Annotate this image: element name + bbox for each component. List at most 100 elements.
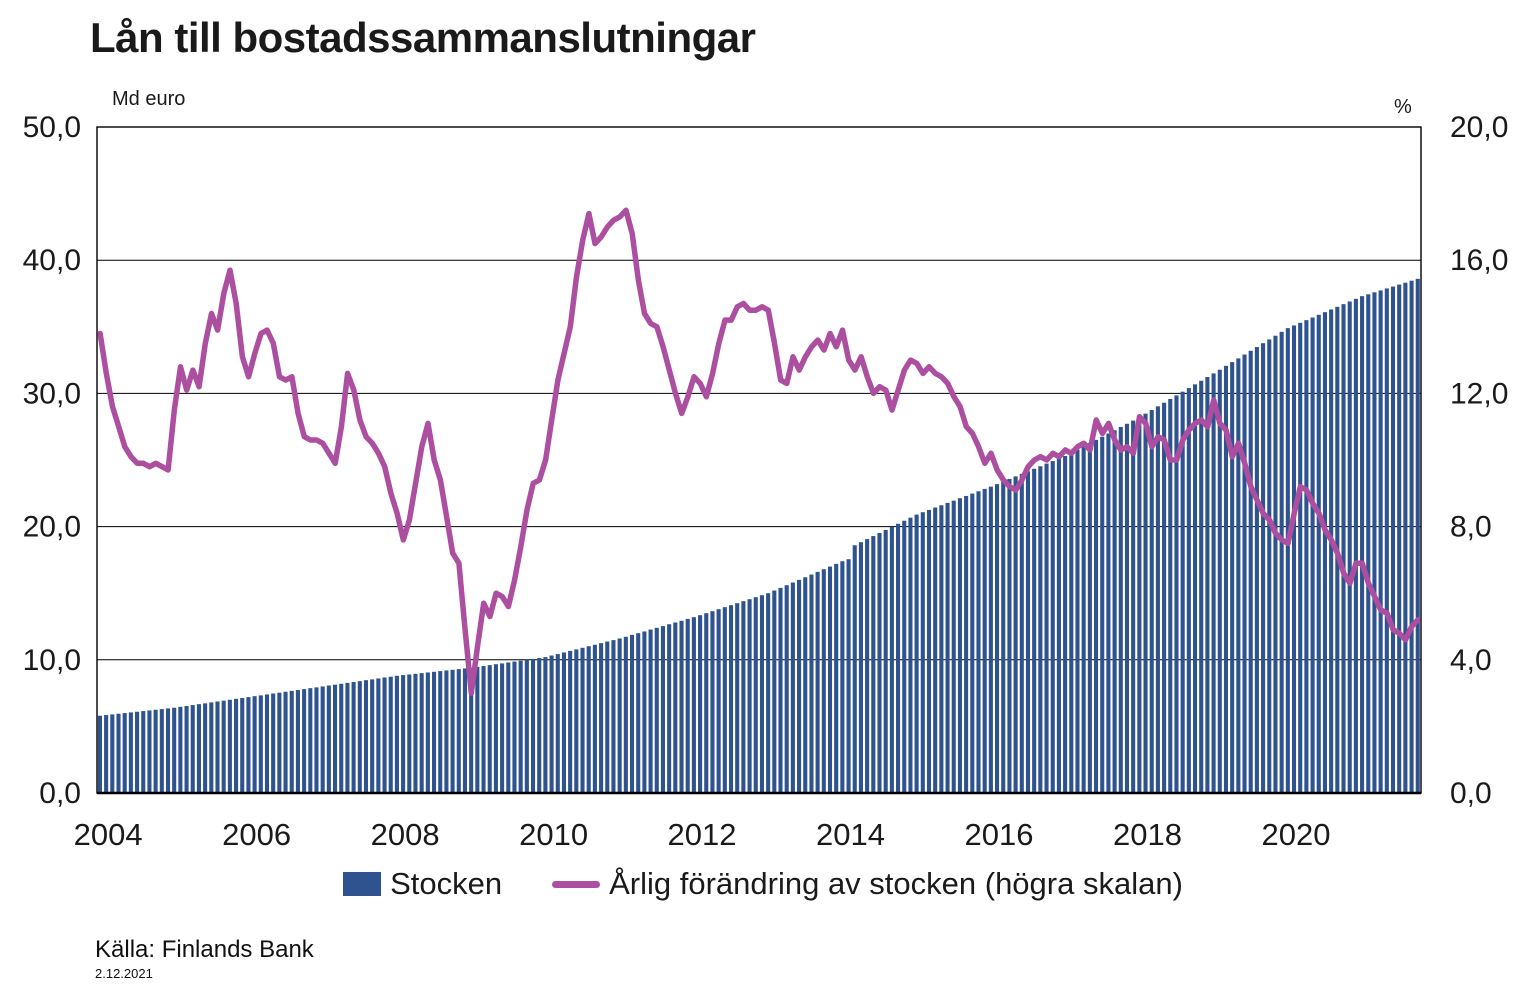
stock-bar xyxy=(759,595,764,793)
stock-bar xyxy=(190,705,195,793)
stock-bar xyxy=(827,566,833,793)
stock-bar xyxy=(1322,312,1327,793)
stock-bar xyxy=(184,706,189,793)
stock-bar xyxy=(970,493,975,793)
stock-bar xyxy=(283,691,288,793)
stock-bar xyxy=(766,593,771,793)
stock-bar xyxy=(104,715,109,793)
stock-bar xyxy=(691,617,696,793)
stock-bar xyxy=(135,711,140,793)
stock-bar xyxy=(537,658,542,793)
left-axis-tick-label: 40,0 xyxy=(23,244,81,277)
stock-bar xyxy=(753,597,758,793)
stock-bar xyxy=(574,649,579,793)
stock-bar xyxy=(1131,420,1136,793)
stock-bar xyxy=(462,668,468,793)
stock-bar xyxy=(982,488,987,793)
stock-bar xyxy=(549,655,554,793)
stock-bar xyxy=(1390,286,1396,793)
stock-bar xyxy=(1143,413,1148,793)
stock-bar xyxy=(933,507,938,793)
stock-bar xyxy=(790,582,795,793)
stock-bar xyxy=(1186,388,1191,793)
stock-bar xyxy=(246,697,251,793)
stock-bar xyxy=(524,659,529,793)
stock-bar xyxy=(1069,452,1074,793)
stock-bar xyxy=(852,545,857,793)
stock-bar xyxy=(351,682,356,793)
stock-bar xyxy=(438,671,443,793)
stock-bar xyxy=(685,618,690,793)
stock-bar xyxy=(1112,430,1117,793)
stock-bar xyxy=(1050,461,1055,793)
stock-bar xyxy=(97,715,102,793)
stock-bar xyxy=(258,695,263,793)
stock-bar xyxy=(500,663,505,793)
stock-bar xyxy=(227,699,232,793)
stock-bar xyxy=(896,523,901,793)
stock-bar xyxy=(401,675,406,793)
stock-bar xyxy=(580,647,585,793)
stock-bar xyxy=(153,709,158,793)
plot-border xyxy=(96,126,1422,794)
stock-bar xyxy=(221,700,226,793)
stock-bar xyxy=(339,683,344,793)
x-axis-tick-label: 2008 xyxy=(371,817,440,852)
left-axis-unit: Md euro xyxy=(112,88,186,110)
page-title: Lån till bostadssammanslutningar xyxy=(90,14,756,61)
stock-bar xyxy=(1174,395,1179,793)
stock-bar xyxy=(1199,380,1204,793)
left-axis-tick-label: 10,0 xyxy=(23,644,81,677)
stock-bar xyxy=(413,673,418,793)
stock-bar xyxy=(747,599,752,793)
stock-bar xyxy=(988,486,993,793)
stock-bar xyxy=(1248,350,1253,793)
left-axis-tick-label: 50,0 xyxy=(23,111,81,144)
stock-bar xyxy=(159,709,164,793)
stock-bar xyxy=(995,484,1000,793)
stock-bar xyxy=(1217,369,1222,793)
stock-bar xyxy=(469,667,474,793)
stock-bar xyxy=(976,491,981,793)
stock-bar xyxy=(147,710,152,793)
stock-bar xyxy=(617,638,622,793)
stock-bar xyxy=(1304,320,1309,793)
stock-bar xyxy=(611,640,616,793)
stock-bar xyxy=(1168,398,1173,793)
stock-bar xyxy=(1118,426,1123,793)
stock-bar xyxy=(1403,282,1408,793)
stock-bar xyxy=(623,636,628,793)
stock-bar xyxy=(382,677,387,793)
x-axis-tick-label: 2014 xyxy=(816,817,885,852)
stock-bar xyxy=(1124,423,1130,793)
stock-bar xyxy=(370,679,375,793)
stock-bar xyxy=(302,689,307,793)
stock-bar xyxy=(1019,473,1024,793)
stock-bar xyxy=(271,693,276,793)
stock-bar xyxy=(728,605,734,793)
stock-bar xyxy=(1329,309,1334,793)
stock-bar xyxy=(964,495,969,793)
stock-bar xyxy=(1063,456,1068,793)
stock-bar xyxy=(487,665,492,793)
stock-bar xyxy=(425,672,430,793)
stock-bar xyxy=(1230,362,1235,793)
stock-bar xyxy=(784,585,789,793)
stock-bar xyxy=(654,627,659,793)
stock-bar xyxy=(444,670,449,793)
stock-bar xyxy=(865,539,870,793)
stock-bar xyxy=(1285,328,1290,793)
stock-bar xyxy=(1180,391,1185,793)
stock-bar xyxy=(1223,365,1229,793)
stock-bar xyxy=(1279,331,1284,793)
left-axis-tick-label: 20,0 xyxy=(23,511,81,544)
stock-bar xyxy=(1007,478,1012,793)
stock-bar xyxy=(1162,402,1167,793)
x-axis-tick-label: 2004 xyxy=(74,817,143,852)
stock-bar xyxy=(314,687,319,793)
stock-bar xyxy=(716,609,721,793)
stock-bar xyxy=(815,571,820,793)
stock-bar xyxy=(1192,384,1198,793)
stock-bar xyxy=(357,681,362,793)
